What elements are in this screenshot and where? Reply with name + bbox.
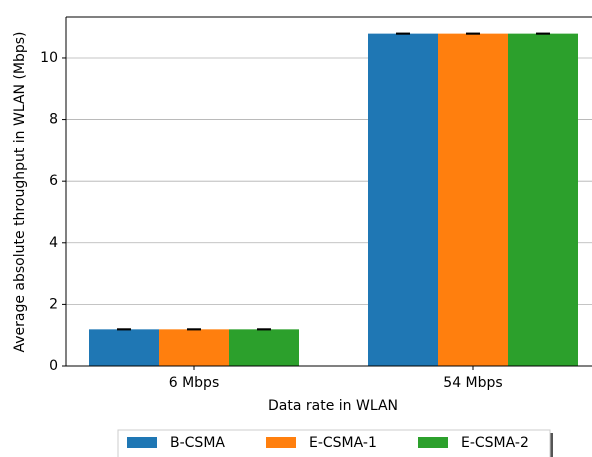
- y-tick-label: 2: [49, 296, 58, 312]
- x-tick-label: 6 Mbps: [169, 375, 220, 391]
- error-bar: [257, 328, 271, 331]
- error-bar: [396, 32, 410, 35]
- y-tick-label: 8: [49, 112, 58, 128]
- legend-swatch: [127, 437, 157, 448]
- legend-label: E-CSMA-1: [309, 435, 377, 451]
- legend-swatch: [418, 437, 448, 448]
- legend-label: B-CSMA: [170, 435, 225, 451]
- bar: [229, 329, 299, 366]
- y-axis-label: Average absolute throughput in WLAN (Mbp…: [12, 31, 28, 352]
- error-bar: [536, 32, 550, 35]
- y-tick-label: 6: [49, 173, 58, 189]
- error-bar: [187, 328, 201, 331]
- bar: [159, 329, 229, 366]
- error-bar: [117, 328, 131, 331]
- y-tick-label: 0: [49, 358, 58, 374]
- bar: [508, 33, 578, 366]
- x-tick-label: 54 Mbps: [443, 375, 502, 391]
- y-tick-label: 4: [49, 235, 58, 251]
- legend-box: [117, 429, 551, 457]
- legend-swatch: [266, 437, 296, 448]
- x-axis-label: Data rate in WLAN: [268, 398, 398, 414]
- error-bar: [466, 32, 480, 35]
- bar: [438, 33, 508, 366]
- y-tick-label: 10: [40, 50, 58, 66]
- legend-label: E-CSMA-2: [461, 435, 529, 451]
- bar: [89, 329, 159, 366]
- bar: [368, 33, 438, 366]
